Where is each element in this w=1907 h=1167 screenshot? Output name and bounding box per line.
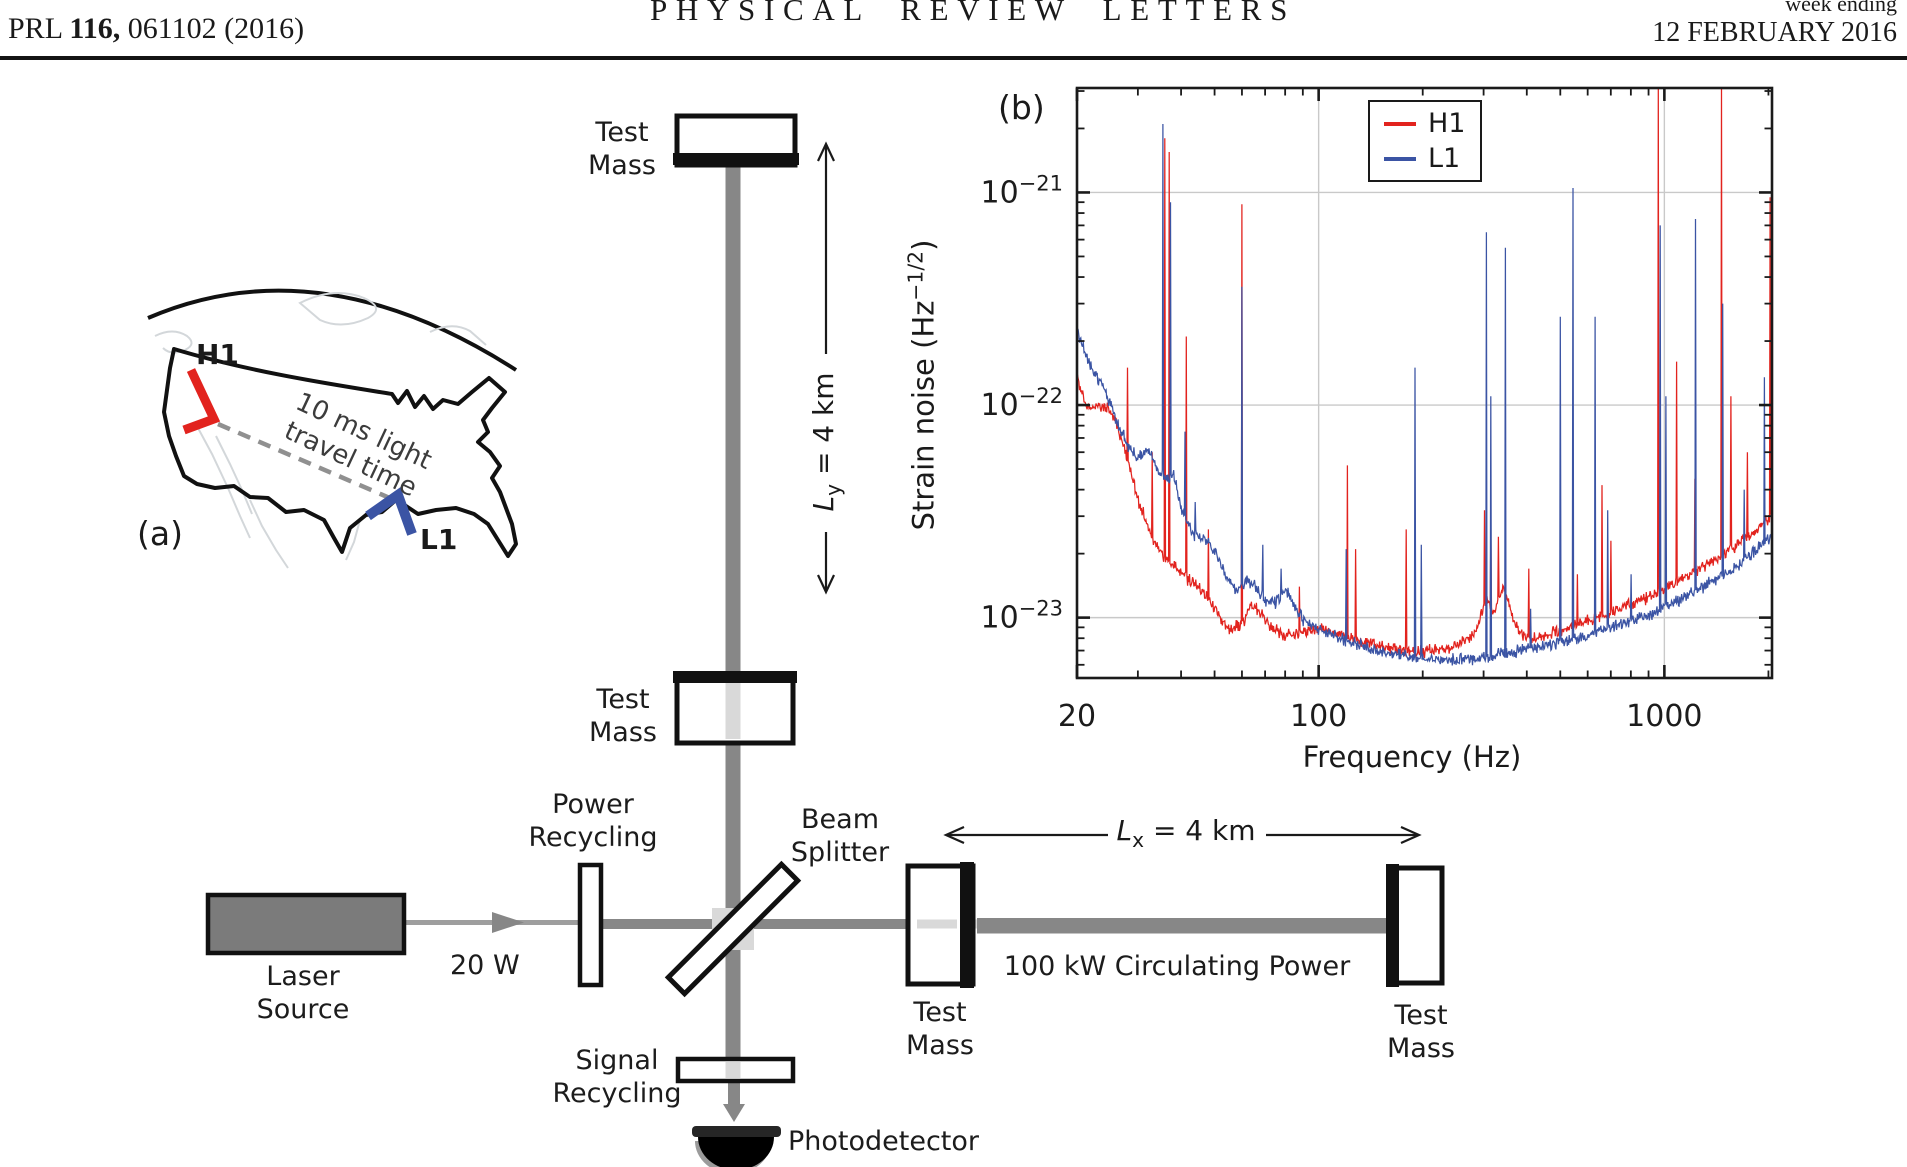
y-beam-lower [725,743,741,1063]
signal-recycling-label: Signal Recycling [552,1045,682,1109]
svg-text:20: 20 [1058,699,1096,734]
h1-site-label: H1 [196,338,239,371]
journal-title: PHYSICAL REVIEW LETTERS [649,0,1297,27]
plot-legend: H1 L1 [1368,100,1482,182]
panel-label-a: (a) [137,514,183,553]
legend-row-l1: L1 [1370,143,1480,174]
circulating-power-label: 100 kW Circulating Power [1003,951,1351,982]
l1-legend-line [1384,156,1416,161]
svg-text:10−23: 10−23 [980,597,1063,636]
x-axis-label: Frequency (Hz) [1302,740,1522,774]
legend-row-h1: H1 [1370,108,1480,139]
l1-site-label: L1 [420,523,458,556]
ly-dimension-label: Ly = 4 km [807,372,845,512]
header-rule [0,56,1907,60]
test-mass-x-far-coating [1386,864,1399,987]
series-H1 [1077,88,1772,658]
light-travel-dashed-line [217,421,393,502]
lx-arrowhead-left [943,825,965,845]
photodetector-label: Photodetector [788,1126,980,1157]
issue-date-block: week ending 12 FEBRUARY 2016 [1652,0,1897,48]
dimension-arrows [817,141,1422,845]
issue-date: 12 FEBRUARY 2016 [1652,16,1897,48]
output-beam-arrowhead [723,1104,745,1122]
svg-text:1000: 1000 [1626,699,1702,734]
h1-detector-marker [182,368,221,435]
optics [205,113,1445,1167]
beam-splitter-optic [664,860,802,998]
journal-abbrev: PRL [8,12,70,45]
journal-volume: 116, [69,12,121,45]
h1-legend-label: H1 [1428,108,1466,139]
test-mass-label-y-far: Test Mass [588,117,656,181]
beam-splitter-label: Beam Splitter [790,804,890,868]
test-mass-y-near-coating [673,671,797,683]
beam-inside-signal-recycling [725,1062,741,1078]
us-outline [162,347,518,558]
l1-legend-label: L1 [1428,143,1461,174]
beam-inside-x-test-mass [917,919,957,929]
us-map [147,288,518,569]
svg-text:10−22: 10−22 [980,384,1063,423]
week-ending-label: week ending [1785,0,1897,16]
input-beam-arrowhead [492,912,524,933]
ly-arrowhead-down [817,574,835,595]
y-axis-label: Strain noise (Hz−1/2) [903,239,941,531]
power-recycling-mirror [577,862,604,988]
article-number: 061102 (2016) [120,12,305,45]
strain-noise-plot: 20 100 1000 10−21 10−22 10−23 [980,86,1774,734]
lx-dimension-label: Lx = 4 km [1116,814,1256,852]
test-mass-label-x-near: Test Mass [906,997,974,1061]
laser-source-box [205,892,407,956]
journal-reference: PRL 116, 061102 (2016) [8,12,304,46]
y-arm-beam [725,163,741,677]
series-L1 [1077,123,1772,666]
photodetector-icon [692,1126,781,1167]
lx-arrowhead-right [1400,825,1422,845]
test-mass-y-far-coating [673,153,799,165]
beam-inside-y-test-mass [725,683,741,739]
svg-text:10−21: 10−21 [980,171,1063,210]
test-mass-label-x-far: Test Mass [1387,1000,1455,1064]
power-recycling-label: Power Recycling [528,789,658,853]
laser-source-label: Laser Source [256,961,350,1025]
test-mass-x-near-coating [960,862,974,988]
input-power-label: 20 W [450,950,520,981]
x-arm-circulating-beam [977,918,1392,934]
test-mass-label-y-near: Test Mass [589,684,657,748]
ly-arrowhead-up [817,141,835,162]
output-beam [728,1081,740,1105]
l1-detector-marker [365,487,417,536]
svg-text:100: 100 [1290,699,1347,734]
h1-legend-line [1384,121,1416,126]
panel-label-b: (b) [998,88,1045,127]
